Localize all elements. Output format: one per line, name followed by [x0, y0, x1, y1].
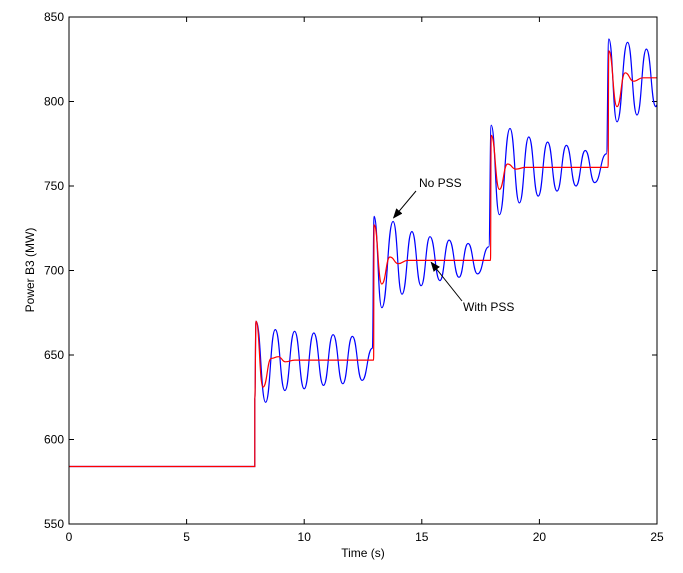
series-line-with-pss: [69, 50, 657, 468]
annotation-label: With PSS: [463, 300, 514, 314]
ticks: 0 5 10 15 20 25 550 600 650 700 750 800 850: [44, 10, 664, 544]
y-tick-label: 550: [44, 517, 64, 531]
y-tick-label: 850: [44, 10, 64, 24]
plot-area: [69, 17, 657, 524]
y-tick-label: 650: [44, 348, 64, 362]
x-tick-label: 10: [298, 530, 312, 544]
x-tick-label: 15: [415, 530, 429, 544]
annotation-label: No PSS: [419, 176, 462, 190]
y-tick-label: 800: [44, 95, 64, 109]
annotation-arrow: [430, 261, 463, 302]
y-tick-label: 700: [44, 264, 64, 278]
annotation-arrow: [392, 190, 417, 219]
x-tick-label: 20: [533, 530, 547, 544]
y-axis-label: Power B3 (MW): [23, 228, 37, 313]
x-axis-label: Time (s): [341, 546, 385, 560]
y-tick-label: 600: [44, 433, 64, 447]
x-tick-label: 25: [650, 530, 664, 544]
series-group: [69, 38, 658, 468]
axes-box: [68, 16, 658, 525]
series-line-no-pss: [69, 38, 658, 468]
y-tick-label: 750: [44, 179, 64, 193]
x-tick-label: 5: [183, 530, 190, 544]
x-tick-label: 0: [66, 530, 73, 544]
annotations: No PSS With PSS: [392, 176, 514, 314]
